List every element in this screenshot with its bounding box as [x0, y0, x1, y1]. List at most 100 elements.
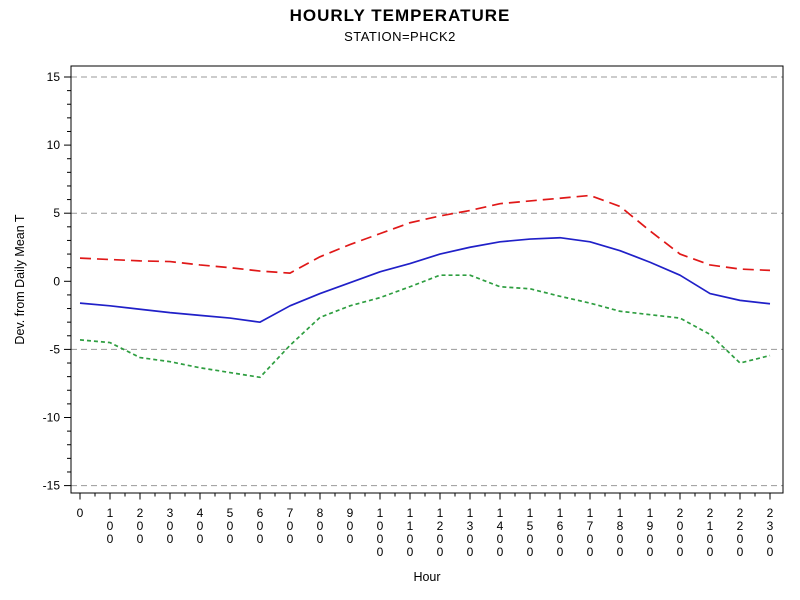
x-tick-label-char: 0 [137, 519, 144, 533]
x-tick-label-char: 0 [497, 532, 504, 546]
x-tick-label-char: 1 [467, 506, 474, 520]
x-tick-label-char: 1 [557, 506, 564, 520]
x-tick-label-char: 1 [587, 506, 594, 520]
x-tick-label-char: 0 [647, 545, 654, 559]
x-tick-label-char: 0 [317, 532, 324, 546]
x-tick-label-char: 1 [647, 506, 654, 520]
x-tick-label-char: 0 [377, 532, 384, 546]
y-tick-label: 0 [53, 274, 60, 288]
x-tick-label-char: 0 [77, 506, 84, 520]
x-tick-label-char: 1 [107, 506, 114, 520]
x-tick-label-char: 1 [497, 506, 504, 520]
x-tick-label-char: 0 [197, 532, 204, 546]
x-tick-label-char: 0 [677, 532, 684, 546]
y-tick-label: 10 [47, 138, 61, 152]
x-tick-label-char: 1 [407, 519, 414, 533]
x-tick-label-char: 1 [377, 506, 384, 520]
x-tick-label-char: 0 [407, 545, 414, 559]
x-tick-label-char: 2 [677, 506, 684, 520]
x-tick-label-char: 2 [437, 519, 444, 533]
x-tick-label-char: 4 [197, 506, 204, 520]
x-tick-label-char: 0 [167, 519, 174, 533]
x-tick-label-char: 0 [677, 545, 684, 559]
x-tick-label-char: 7 [287, 506, 294, 520]
y-tick-label: 5 [53, 206, 60, 220]
x-tick-label-char: 0 [257, 519, 264, 533]
x-tick-label-char: 1 [437, 506, 444, 520]
x-tick-label-char: 0 [227, 532, 234, 546]
y-tick-label: -15 [43, 479, 61, 493]
y-axis-title: Dev. from Daily Mean T [13, 214, 27, 344]
chart-title: HOURLY TEMPERATURE [289, 6, 511, 25]
x-tick-label-char: 0 [377, 519, 384, 533]
y-tick-label: -10 [43, 411, 61, 425]
x-tick-label-char: 8 [617, 519, 624, 533]
x-tick-label-char: 0 [407, 532, 414, 546]
x-tick-label-char: 0 [437, 545, 444, 559]
x-tick-label-char: 2 [737, 506, 744, 520]
x-tick-label-char: 0 [197, 519, 204, 533]
x-tick-label-char: 2 [767, 506, 774, 520]
x-tick-label-char: 0 [587, 532, 594, 546]
x-tick-label-char: 0 [227, 519, 234, 533]
chart-subtitle: STATION=PHCK2 [344, 29, 456, 44]
x-tick-label-char: 0 [617, 532, 624, 546]
x-tick-label-char: 9 [647, 519, 654, 533]
x-tick-label-char: 6 [557, 519, 564, 533]
x-tick-label-char: 0 [737, 545, 744, 559]
x-tick-label-char: 6 [257, 506, 264, 520]
x-tick-label-char: 5 [527, 519, 534, 533]
x-tick-label-char: 0 [167, 532, 174, 546]
x-tick-label-char: 0 [707, 532, 714, 546]
x-tick-label-char: 2 [737, 519, 744, 533]
x-tick-label-char: 5 [227, 506, 234, 520]
x-tick-label-char: 3 [467, 519, 474, 533]
x-tick-label-char: 0 [587, 545, 594, 559]
x-tick-label-char: 9 [347, 506, 354, 520]
x-tick-label-char: 8 [317, 506, 324, 520]
x-tick-label-char: 2 [137, 506, 144, 520]
x-tick-label-char: 0 [287, 519, 294, 533]
x-tick-label-char: 0 [617, 545, 624, 559]
x-tick-label-char: 0 [377, 545, 384, 559]
x-tick-label-char: 0 [107, 519, 114, 533]
x-tick-label-char: 3 [167, 506, 174, 520]
x-tick-label-char: 1 [617, 506, 624, 520]
plot-frame [70, 65, 784, 494]
x-tick-label-char: 0 [467, 545, 474, 559]
x-tick-label-char: 0 [347, 519, 354, 533]
x-tick-label-char: 0 [317, 519, 324, 533]
x-tick-label-char: 0 [467, 532, 474, 546]
x-tick-label-char: 7 [587, 519, 594, 533]
x-tick-label-char: 0 [137, 532, 144, 546]
series-green-short-dashed-lower [79, 274, 771, 379]
x-tick-label-char: 0 [287, 532, 294, 546]
y-tick-label: 15 [47, 70, 61, 84]
x-tick-label-char: 0 [767, 545, 774, 559]
x-tick-label-char: 0 [557, 532, 564, 546]
x-tick-label-char: 0 [707, 545, 714, 559]
x-tick-label-char: 2 [707, 506, 714, 520]
x-axis-title: Hour [413, 570, 440, 584]
x-tick-label-char: 0 [257, 532, 264, 546]
series-blue-solid-middle [79, 236, 771, 324]
x-tick-label-char: 0 [437, 532, 444, 546]
x-tick-label-char: 0 [767, 532, 774, 546]
x-tick-label-char: 0 [677, 519, 684, 533]
y-tick-label: -5 [49, 342, 60, 356]
x-tick-label-char: 0 [497, 545, 504, 559]
x-tick-label-char: 1 [707, 519, 714, 533]
x-tick-label-char: 0 [347, 532, 354, 546]
x-tick-label-char: 0 [107, 532, 114, 546]
x-tick-label-char: 3 [767, 519, 774, 533]
x-tick-label-char: 0 [527, 545, 534, 559]
series-red-dashed-upper [79, 194, 771, 274]
x-tick-label-char: 0 [647, 532, 654, 546]
x-tick-label-char: 0 [557, 545, 564, 559]
x-tick-label-char: 4 [497, 519, 504, 533]
x-tick-label-char: 0 [527, 532, 534, 546]
x-tick-label-char: 0 [737, 532, 744, 546]
x-tick-label-char: 1 [527, 506, 534, 520]
